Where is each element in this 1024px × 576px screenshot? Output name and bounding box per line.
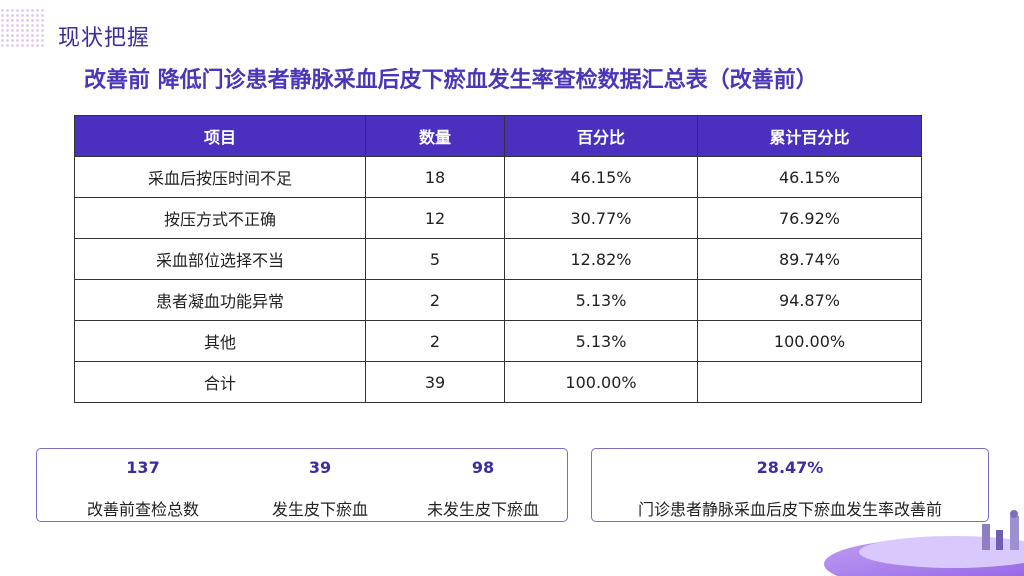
summary-rate-box: 28.47% 门诊患者静脉采血后皮下瘀血发生率改善前 <box>591 448 989 522</box>
table-cell: 按压方式不正确 <box>74 197 366 239</box>
stat-label: 发生皮下瘀血 <box>271 500 368 519</box>
table-cell: 12 <box>365 197 505 239</box>
table-cell: 30.77% <box>504 197 698 239</box>
table-cell: 2 <box>365 279 505 321</box>
table-header-row: 项目 数量 百分比 累计百分比 <box>74 115 922 157</box>
stat-value: 28.47% <box>756 458 824 477</box>
table-row: 患者凝血功能异常 2 5.13% 94.87% <box>74 279 922 321</box>
page-title: 改善前 降低门诊患者静脉采血后皮下瘀血发生率查检数据汇总表（改善前） <box>84 68 818 93</box>
table-row: 采血部位选择不当 5 12.82% 89.74% <box>74 238 922 280</box>
table-cell: 46.15% <box>504 156 698 198</box>
table-cell: 100.00% <box>697 320 922 362</box>
table-row: 按压方式不正确 12 30.77% 76.92% <box>74 197 922 239</box>
table-cell: 采血部位选择不当 <box>74 238 366 280</box>
column-header-count: 数量 <box>365 115 505 157</box>
column-header-percent: 百分比 <box>504 115 698 157</box>
table-cell: 采血后按压时间不足 <box>74 156 366 198</box>
decorative-dot-pattern <box>0 8 44 48</box>
table-cell: 100.00% <box>504 361 698 403</box>
stat-incidence-rate: 28.47% 门诊患者静脉采血后皮下瘀血发生率改善前 <box>592 449 988 521</box>
table-cell: 合计 <box>74 361 366 403</box>
stat-total-checked: 137 改善前查检总数 <box>37 449 249 521</box>
stat-bruise-occurred: 39 发生皮下瘀血 <box>249 449 391 521</box>
table-cell: 94.87% <box>697 279 922 321</box>
table-total-row: 合计 39 100.00% <box>74 361 922 403</box>
table-cell: 5.13% <box>504 279 698 321</box>
column-header-cumulative: 累计百分比 <box>697 115 922 157</box>
data-table: 项目 数量 百分比 累计百分比 采血后按压时间不足 18 46.15% 46.1… <box>74 115 922 403</box>
table-cell: 5 <box>365 238 505 280</box>
table-cell: 5.13% <box>504 320 698 362</box>
stat-label: 改善前查检总数 <box>86 500 199 519</box>
summary-counts-box: 137 改善前查检总数 39 发生皮下瘀血 98 未发生皮下瘀血 <box>36 448 568 522</box>
table-cell: 89.74% <box>697 238 922 280</box>
section-title: 现状把握 <box>58 26 151 51</box>
stat-label: 未发生皮下瘀血 <box>426 500 539 519</box>
stat-value: 39 <box>308 458 332 477</box>
table-cell: 12.82% <box>504 238 698 280</box>
stat-value: 137 <box>126 458 160 477</box>
table-cell: 76.92% <box>697 197 922 239</box>
table-cell: 39 <box>365 361 505 403</box>
table-row: 其他 2 5.13% 100.00% <box>74 320 922 362</box>
table-cell: 其他 <box>74 320 366 362</box>
table-cell: 46.15% <box>697 156 922 198</box>
table-cell <box>697 361 922 403</box>
table-cell: 18 <box>365 156 505 198</box>
stat-bruise-not-occurred: 98 未发生皮下瘀血 <box>413 449 553 521</box>
table-row: 采血后按压时间不足 18 46.15% 46.15% <box>74 156 922 198</box>
table-cell: 2 <box>365 320 505 362</box>
stat-value: 98 <box>471 458 495 477</box>
table-cell: 患者凝血功能异常 <box>74 279 366 321</box>
column-header-item: 项目 <box>74 115 366 157</box>
stat-label: 门诊患者静脉采血后皮下瘀血发生率改善前 <box>637 500 942 519</box>
decorative-platform-image <box>824 510 1024 576</box>
